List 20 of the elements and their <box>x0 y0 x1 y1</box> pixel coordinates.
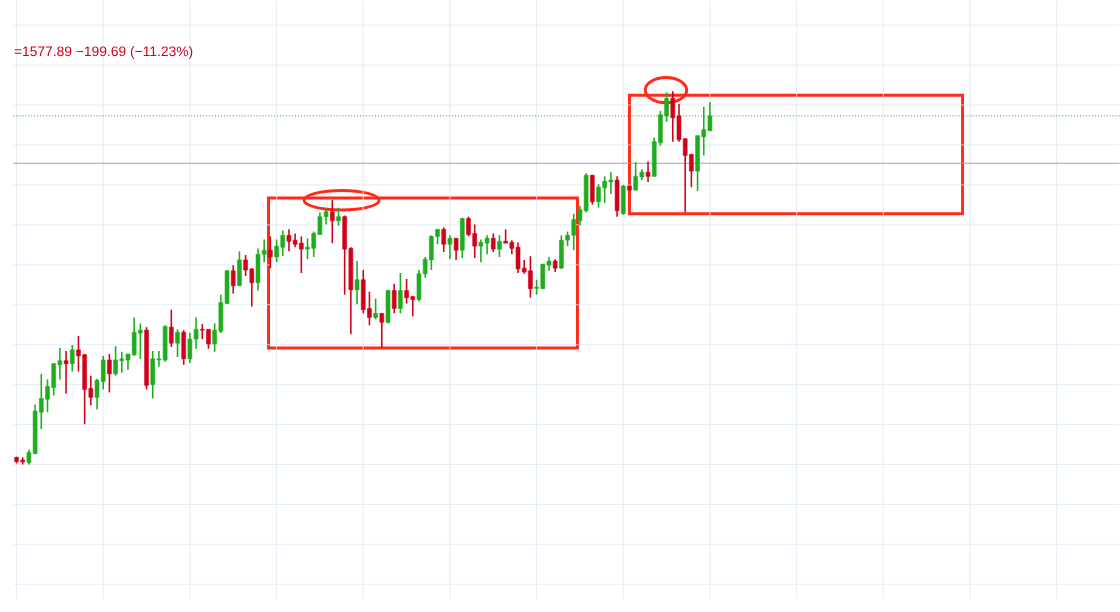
candlestick <box>69 344 75 373</box>
candlestick <box>63 350 69 395</box>
candlestick <box>490 232 496 253</box>
candlestick <box>107 353 112 394</box>
candlestick <box>354 260 360 305</box>
candlestick <box>391 282 397 314</box>
candlestick <box>398 272 403 314</box>
candlestick <box>497 234 502 258</box>
candlestick <box>453 237 459 261</box>
candlestick <box>447 234 453 260</box>
candlestick <box>175 328 180 358</box>
candlestick <box>169 308 174 348</box>
candlestick <box>330 198 335 244</box>
candlestick <box>373 297 378 320</box>
candlestick <box>441 226 447 253</box>
candlestick <box>379 312 385 349</box>
candlestick <box>645 160 651 183</box>
chart-title: =1577.89 −199.69 (−11.23%) <box>14 45 193 59</box>
candlestick <box>230 264 236 295</box>
candlestick <box>268 235 273 269</box>
